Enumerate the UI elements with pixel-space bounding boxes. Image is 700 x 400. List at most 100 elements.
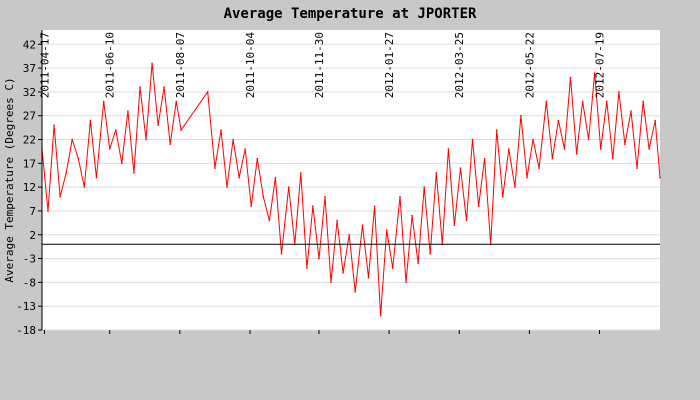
plot-area bbox=[42, 30, 660, 330]
data-point bbox=[274, 176, 277, 179]
data-point bbox=[47, 210, 49, 212]
data-point bbox=[306, 267, 308, 269]
y-tick-label: 12 bbox=[23, 181, 36, 194]
data-point bbox=[133, 172, 135, 174]
data-point bbox=[232, 138, 234, 141]
data-point bbox=[465, 219, 468, 222]
data-point bbox=[435, 172, 438, 174]
data-point bbox=[95, 176, 98, 179]
data-point bbox=[89, 119, 92, 122]
data-point bbox=[612, 157, 614, 160]
data-point bbox=[417, 262, 419, 265]
data-point bbox=[373, 205, 376, 207]
data-point bbox=[151, 62, 153, 65]
data-point bbox=[630, 110, 632, 112]
data-point bbox=[226, 186, 228, 188]
data-point bbox=[330, 281, 332, 284]
data-point bbox=[551, 157, 554, 160]
data-point bbox=[300, 172, 302, 174]
x-tick-label: 2012-07-19 bbox=[594, 32, 607, 98]
data-point bbox=[336, 219, 338, 222]
data-point bbox=[83, 186, 86, 188]
data-point bbox=[127, 110, 129, 112]
data-point bbox=[502, 195, 504, 198]
x-tick-label: 2011-04-17 bbox=[38, 32, 51, 98]
data-point bbox=[342, 272, 344, 274]
data-point bbox=[145, 138, 147, 141]
y-tick-label: 17 bbox=[23, 157, 36, 170]
y-tick-label: 7 bbox=[29, 205, 36, 218]
data-point bbox=[453, 224, 456, 226]
data-point bbox=[624, 143, 626, 146]
series-layer bbox=[41, 62, 661, 317]
data-point bbox=[312, 205, 314, 207]
data-point bbox=[575, 153, 578, 155]
data-point bbox=[557, 119, 560, 122]
data-point bbox=[256, 157, 259, 160]
data-point bbox=[569, 76, 572, 79]
data-point bbox=[636, 167, 638, 169]
data-point bbox=[77, 157, 80, 160]
data-point bbox=[447, 148, 450, 150]
data-point bbox=[385, 229, 388, 231]
data-point bbox=[520, 114, 522, 117]
y-tick-label: 37 bbox=[23, 62, 36, 75]
data-point bbox=[659, 176, 661, 179]
data-point bbox=[563, 148, 566, 150]
data-point bbox=[459, 167, 462, 169]
y-tick-label: 27 bbox=[23, 110, 36, 123]
x-tick-label: 2011-10-04 bbox=[244, 32, 257, 99]
x-tick-label: 2011-06-10 bbox=[104, 32, 117, 98]
data-point bbox=[157, 124, 159, 126]
data-point bbox=[65, 172, 67, 174]
data-point bbox=[115, 129, 117, 131]
data-point bbox=[238, 176, 240, 179]
y-tick-label: 22 bbox=[23, 134, 36, 147]
data-point bbox=[606, 100, 608, 103]
y-axis-label: Average Temperature (Degrees C) bbox=[3, 77, 16, 282]
data-point bbox=[411, 214, 413, 217]
data-point bbox=[399, 195, 401, 198]
data-point bbox=[180, 129, 182, 131]
y-tick-label: 2 bbox=[29, 229, 36, 242]
data-point bbox=[71, 138, 73, 141]
data-point bbox=[545, 100, 548, 103]
y-tick-label: -18 bbox=[16, 324, 36, 337]
data-point bbox=[59, 195, 61, 198]
x-tick-label: 2012-05-22 bbox=[523, 32, 536, 98]
data-point bbox=[642, 100, 644, 103]
data-point bbox=[102, 100, 105, 103]
y-tick-label: -13 bbox=[16, 300, 36, 313]
y-tick-label: 42 bbox=[23, 38, 36, 51]
data-point bbox=[526, 176, 528, 179]
data-point bbox=[654, 119, 656, 122]
data-point bbox=[175, 100, 177, 103]
data-point bbox=[429, 253, 432, 255]
data-point bbox=[379, 314, 382, 317]
data-point bbox=[250, 205, 252, 207]
data-point bbox=[348, 234, 351, 236]
y-tick-label: -3 bbox=[23, 253, 36, 266]
data-point bbox=[244, 148, 246, 150]
axis-layer: 42 37 32 27 22 17 12 7 2 -3 -8 -13 -18 2011-04-17 2011… bbox=[16, 30, 660, 337]
data-point bbox=[318, 257, 320, 260]
data-point bbox=[262, 195, 265, 198]
data-point bbox=[169, 143, 171, 146]
data-point bbox=[324, 195, 326, 198]
data-point bbox=[206, 91, 209, 93]
data-point bbox=[618, 91, 620, 93]
data-point bbox=[599, 148, 602, 150]
data-point bbox=[108, 148, 111, 150]
data-point bbox=[587, 138, 590, 141]
data-point bbox=[477, 205, 480, 207]
data-point bbox=[53, 124, 55, 126]
data-point bbox=[514, 186, 516, 188]
data-point bbox=[471, 138, 474, 141]
data-point bbox=[163, 86, 165, 88]
x-tick-label: 2011-11-30 bbox=[313, 32, 326, 98]
data-point bbox=[139, 86, 141, 88]
data-point bbox=[508, 148, 510, 150]
y-tick-label: -8 bbox=[23, 276, 36, 289]
